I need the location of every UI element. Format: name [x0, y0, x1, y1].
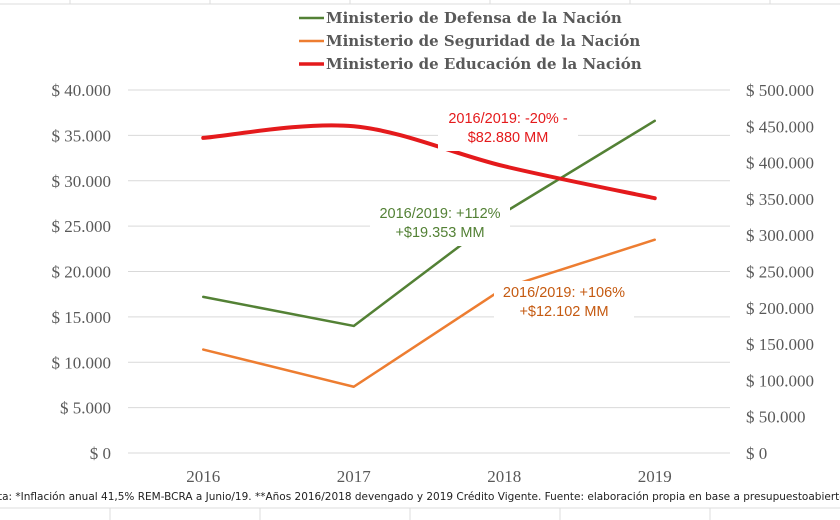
- left-tick-label: $ 0: [90, 444, 111, 463]
- legend-item-ministerio-de-educacion-de-la-nacion: Ministerio de Educación de la Nación: [299, 55, 642, 73]
- right-tick-label: $ 300.000: [746, 226, 814, 245]
- annotation-text: $82.880 MM: [468, 130, 549, 146]
- left-tick-label: $ 5.000: [60, 399, 111, 418]
- right-axis: $ 0 $ 50.000 $ 100.000 $ 150.000 $ 200.000 $ …: [746, 81, 814, 463]
- right-tick-label: $ 450.000: [746, 117, 814, 136]
- left-axis: $ 0 $ 5.000 $ 10.000 $ 15.000 $ 20.000 $ 25.0…: [52, 81, 112, 463]
- right-tick-label: $ 400.000: [746, 154, 814, 173]
- right-tick-label: $ 50.000: [746, 408, 806, 427]
- right-tick-label: $ 500.000: [746, 81, 814, 100]
- legend-item-ministerio-de-defensa-de-la-nacion: Ministerio de Defensa de la Nación: [299, 9, 622, 27]
- annotation-background: [494, 281, 634, 325]
- annotation-text: 2016/2019: -20% -: [448, 111, 567, 127]
- annotations: 2016/2019: -20% - $82.880 MM 2016/2019: +1…: [370, 107, 634, 325]
- left-tick-label: $ 35.000: [52, 126, 112, 145]
- legend-label: Ministerio de Defensa de la Nación: [326, 9, 622, 27]
- right-tick-label: $ 100.000: [746, 371, 814, 390]
- annotation-text: +$19.353 MM: [395, 225, 484, 241]
- x-axis: 2016 2017 2018 2019: [186, 467, 672, 486]
- right-tick-label: $ 0: [746, 444, 767, 463]
- right-tick-label: $ 200.000: [746, 299, 814, 318]
- left-tick-label: $ 20.000: [52, 263, 112, 282]
- left-tick-label: $ 30.000: [52, 172, 112, 191]
- legend: Ministerio de Defensa de la Nación Minist…: [299, 9, 642, 73]
- annotation-2: 2016/2019: +112% +$19.353 MM: [370, 202, 510, 246]
- right-tick-label: $ 150.000: [746, 335, 814, 354]
- x-tick-label: 2019: [638, 467, 672, 486]
- annotation-text: 2016/2019: +106%: [503, 285, 625, 301]
- annotation-background: [438, 107, 578, 151]
- footer-note: ta: *Inflación anual 41,5% REM-BCRA a Ju…: [0, 491, 840, 503]
- left-tick-label: $ 10.000: [52, 353, 112, 372]
- legend-label: Ministerio de Seguridad de la Nación: [326, 32, 640, 50]
- spreadsheet-grid-top: [0, 0, 840, 5]
- series-line-ministerio-de-educacion-de-la-nacion: [201, 123, 657, 201]
- x-tick-label: 2016: [186, 467, 220, 486]
- annotation-text: 2016/2019: +112%: [379, 206, 500, 222]
- x-tick-label: 2018: [487, 467, 521, 486]
- left-tick-label: $ 25.000: [52, 217, 112, 236]
- right-tick-label: $ 250.000: [746, 263, 814, 282]
- left-tick-label: $ 15.000: [52, 308, 112, 327]
- legend-label: Ministerio de Educación de la Nación: [326, 55, 642, 73]
- annotation-text: +$12.102 MM: [519, 304, 608, 320]
- annotation-background: [370, 202, 510, 246]
- series-line-ministerio-de-defensa-de-la-nacion: [202, 119, 656, 328]
- legend-item-ministerio-de-seguridad-de-la-nacion: Ministerio de Seguridad de la Nación: [299, 32, 640, 50]
- series-layer: [201, 119, 657, 389]
- x-tick-label: 2017: [337, 467, 372, 486]
- annotation-1: 2016/2019: -20% - $82.880 MM: [438, 107, 578, 151]
- series-line-ministerio-de-seguridad-de-la-nacion: [202, 238, 656, 389]
- right-tick-label: $ 350.000: [746, 190, 814, 209]
- annotation-3: 2016/2019: +106% +$12.102 MM: [494, 281, 634, 325]
- spreadsheet-grid-bottom: [0, 507, 840, 520]
- left-tick-label: $ 40.000: [52, 81, 112, 100]
